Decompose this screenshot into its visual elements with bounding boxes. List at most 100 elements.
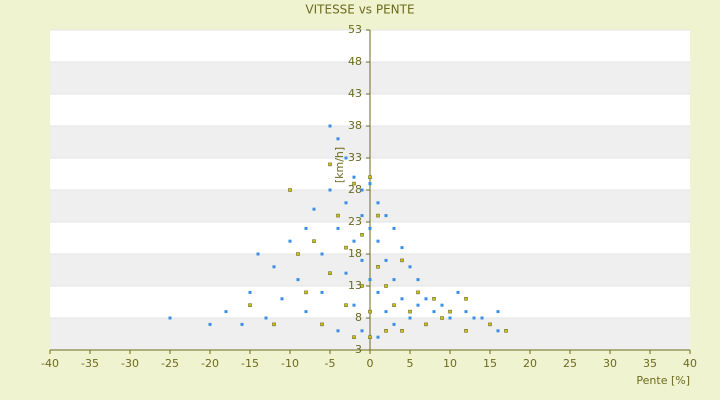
point [384,258,388,262]
point [408,265,412,269]
point [376,213,380,218]
point [304,310,308,314]
point [360,258,364,262]
x-tick-label: 40 [683,357,697,370]
x-axis-label: Pente [%] [636,374,690,387]
point [328,162,332,167]
point [304,290,308,295]
point [368,182,372,186]
point [488,322,492,327]
point [264,316,268,320]
x-tick-label: -25 [161,357,179,370]
point [360,188,364,192]
point [248,303,252,307]
point [304,226,308,230]
point [344,245,348,250]
point [392,322,396,326]
point [376,265,380,269]
point [464,297,468,301]
point [416,278,420,282]
point [328,188,332,192]
point [320,252,324,256]
point [496,329,500,333]
point [480,316,484,320]
point [416,290,420,295]
point [424,297,428,301]
point [392,226,396,230]
point [344,271,348,275]
y-tick-label: 53 [348,23,362,36]
point [464,329,468,333]
point [328,271,332,275]
y-axis-label: [km/h] [333,147,346,183]
point [248,290,252,294]
y-tick-label: 23 [348,215,362,228]
point [352,335,356,339]
point [296,278,300,282]
y-tick-label: 48 [348,55,362,68]
point [368,175,372,179]
point [448,309,452,314]
point [352,181,356,186]
point [376,335,380,339]
point [504,329,508,333]
point [384,329,388,333]
point [424,322,428,327]
point [416,303,420,307]
point [376,201,380,205]
point [336,137,340,141]
point [320,322,324,327]
x-tick-label: -5 [325,357,336,370]
point [360,233,364,237]
point [448,316,452,320]
point [240,322,244,326]
y-tick-label: 38 [348,119,362,132]
point [168,316,172,320]
x-tick-label: -35 [81,357,99,370]
point [312,239,316,243]
x-tick-label: -30 [121,357,139,370]
point [376,239,380,243]
point [432,310,436,314]
point [360,329,364,333]
point [256,252,260,256]
y-tick-label: 43 [348,87,362,100]
point [344,303,348,307]
point [392,278,396,282]
point [472,316,476,320]
point [400,246,404,250]
point [352,175,356,179]
point [376,290,380,294]
y-tick-label: 3 [355,343,362,356]
y-tick-label: 28 [348,183,362,196]
y-tick-label: 8 [355,311,362,324]
point [440,316,444,320]
point [280,297,284,301]
point [400,258,404,263]
point [320,290,324,294]
point [296,252,300,256]
point [384,214,388,218]
x-tick-label: -20 [201,357,219,370]
point [312,207,316,211]
x-tick-label: -10 [281,357,299,370]
y-tick-label: 13 [348,279,362,292]
x-tick-label: 0 [367,357,374,370]
x-tick-label: 5 [407,357,414,370]
point [384,310,388,314]
x-tick-label: -40 [41,357,59,370]
chart-title: VITESSE vs PENTE [305,3,414,17]
point [368,226,372,230]
point [352,303,356,307]
point [360,214,364,218]
point [336,226,340,230]
point [336,329,340,333]
point [432,297,436,301]
point [368,309,372,314]
point [496,310,500,314]
point [384,284,388,288]
point [344,156,348,160]
point [464,310,468,314]
y-tick-label: 33 [348,151,362,164]
